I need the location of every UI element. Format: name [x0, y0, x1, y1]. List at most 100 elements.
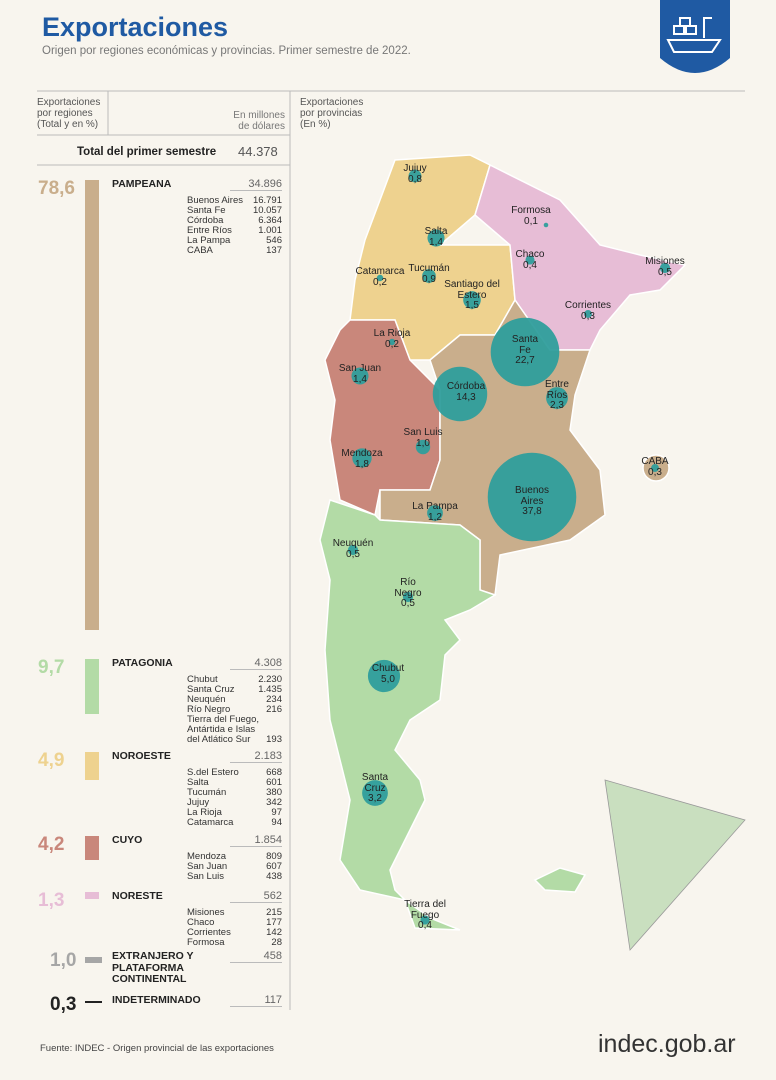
province-row: Jujuy 342	[187, 798, 282, 808]
province-row: San Juan 607	[187, 862, 282, 872]
bubble	[427, 505, 443, 521]
bubble	[388, 338, 396, 346]
map-label: Formosa 0,1	[501, 205, 561, 227]
region-share: 4,2	[38, 834, 65, 855]
map-label: Tucumán 0,9	[399, 263, 459, 285]
total-label: Total del primer semestre	[77, 146, 217, 158]
province-list: Buenos Aires 16.791 Santa Fe 10.057 Córdoba 6…	[187, 196, 282, 256]
map-label: Corrientes 0,3	[553, 300, 623, 322]
column-header: Exportaciones por regiones (Total y en %…	[37, 97, 101, 130]
region-name: NOROESTE	[112, 750, 171, 762]
region-total: 562	[230, 890, 282, 903]
map-label: San Juan 1,4	[330, 363, 390, 385]
map-label: Neuquén 0,5	[323, 538, 383, 560]
map-label: Entre Ríos 2,3	[537, 379, 577, 412]
province-row: Misiones 215	[187, 908, 282, 918]
province-name: Río Negro	[394, 577, 422, 599]
bubble	[651, 464, 659, 472]
bubble	[422, 269, 436, 283]
bubble	[415, 439, 431, 455]
province-share: 1,8	[355, 458, 369, 470]
province-name: Salta	[424, 226, 448, 237]
province-value: 137	[266, 245, 282, 256]
province-name: La Pampa	[187, 235, 231, 246]
province-share: 0,8	[408, 173, 422, 185]
province-name: Entre Ríos	[545, 379, 569, 401]
bubble	[487, 452, 577, 542]
province-name: Río Negro	[187, 704, 231, 715]
province-value: 6.364	[258, 215, 282, 226]
map-label: La Rioja 0,2	[362, 328, 422, 350]
region-name: NORESTE	[112, 890, 163, 902]
province-list: Mendoza 809 San Juan 607 San Luis 438	[187, 852, 282, 882]
region-share: 1,0	[50, 950, 77, 971]
map-label: Santa Cruz 3,2	[355, 772, 395, 805]
region-bar	[85, 836, 99, 861]
province-name: Jujuy	[403, 163, 427, 174]
province-name: Tucumán	[187, 787, 227, 798]
bubble	[420, 915, 430, 925]
province-row: San Luis 438	[187, 872, 282, 882]
region-bar	[85, 1001, 102, 1003]
subtitle: Origen por regiones económicas y provinc…	[42, 45, 411, 57]
region-bar	[85, 752, 99, 781]
province-share: 0,5	[346, 548, 360, 560]
region-total: 2.183	[230, 750, 282, 763]
province-row: Buenos Aires 16.791	[187, 196, 282, 206]
bubble	[376, 274, 384, 282]
ship-icon	[666, 17, 722, 53]
province-share: 0,2	[385, 338, 399, 350]
region-total: 458	[230, 950, 282, 963]
province-row: Catamarca 94	[187, 818, 282, 828]
province-name: La Pampa	[412, 501, 458, 512]
region-share: 9,7	[38, 657, 65, 678]
province-share: 0,3	[648, 466, 662, 478]
province-share: 1,5	[465, 300, 479, 311]
province-name: Buenos Aires	[187, 195, 243, 206]
bubble	[351, 367, 369, 385]
province-name: San Luis	[187, 871, 224, 882]
province-share: 0,5	[658, 266, 672, 278]
region-name: CUYO	[112, 834, 143, 846]
bubble	[362, 780, 388, 806]
province-row: Entre Ríos 1.001	[187, 226, 282, 236]
column-header: Exportaciones por provincias (En %)	[300, 97, 364, 130]
province-name: Buenos Aires	[515, 485, 549, 507]
map-label: Chaco 0,4	[500, 249, 560, 271]
province-value: 601	[266, 777, 282, 788]
region-share: 0,3	[50, 994, 77, 1015]
map-label: Santiago del Estero 1,5	[437, 279, 507, 312]
province-share: 0,4	[418, 920, 432, 931]
province-share: 0,5	[401, 598, 415, 609]
province-name: Corrientes	[187, 927, 231, 938]
region-bar	[85, 957, 102, 963]
province-name: Neuquén	[332, 538, 374, 549]
province-row: La Pampa 546	[187, 236, 282, 246]
province-list: Chubut 2.230 Santa Cruz 1.435 Neuquén 234 Río …	[187, 675, 282, 745]
province-name: Chaco	[187, 917, 215, 928]
province-name: Santa Fe	[511, 334, 539, 356]
province-name: Misiones	[187, 907, 225, 918]
province-name: Misiones	[645, 256, 685, 267]
province-name: Tucumán	[408, 263, 450, 274]
bubble	[463, 291, 481, 309]
province-row: Tierra del Fuego, Antártida e Islas del …	[187, 715, 282, 745]
province-share: 37,8	[522, 506, 542, 517]
rules	[37, 90, 745, 1010]
province-name: Jujuy	[187, 797, 210, 808]
region-total: 1.854	[230, 834, 282, 847]
province-name: Santiago del Estero	[444, 279, 500, 301]
province-value: 16.791	[252, 195, 282, 206]
province-name: La Rioja	[373, 328, 411, 339]
province-share: 0,4	[523, 259, 537, 271]
map-label: La Pampa 1,2	[405, 501, 465, 523]
region-share: 4,9	[38, 750, 65, 771]
province-name: Tierra del Fuego, Antártida e Islas del …	[187, 714, 259, 745]
map-label: Catamarca 0,2	[345, 266, 415, 288]
map-label: San Luis 1,0	[403, 427, 443, 449]
province-list: Misiones 215 Chaco 177 Corrientes 142 Formosa 2…	[187, 908, 282, 948]
province-name: Chubut	[371, 663, 405, 674]
region-total: 4.308	[230, 657, 282, 670]
bubble	[402, 591, 414, 603]
province-name: Mendoza	[187, 851, 227, 862]
